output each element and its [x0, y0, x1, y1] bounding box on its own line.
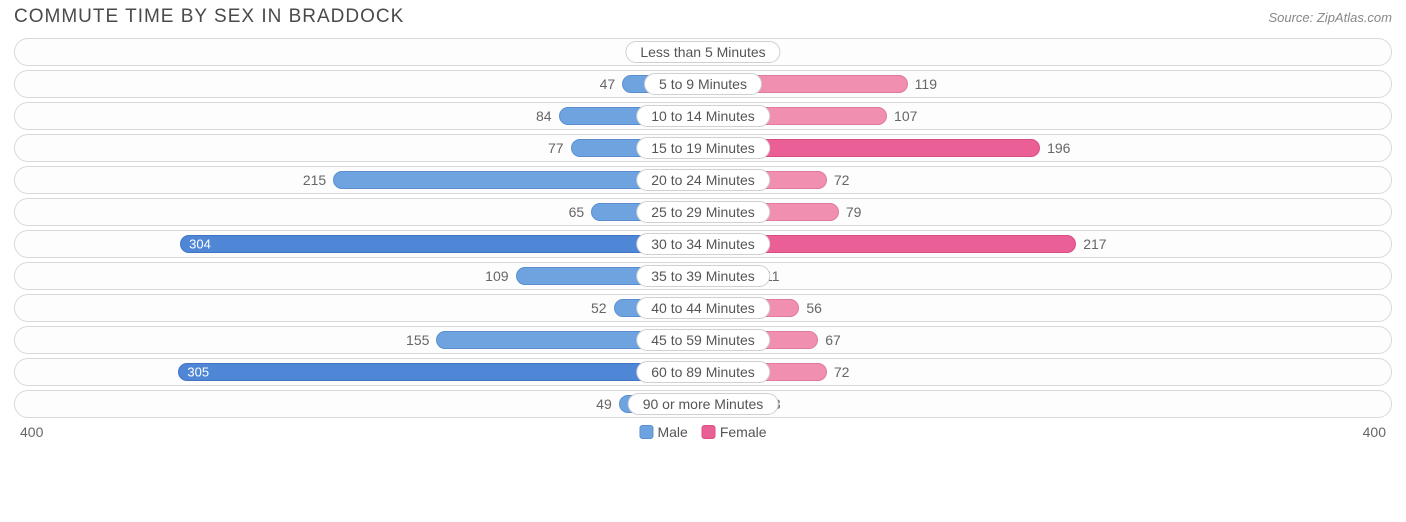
chart-row: 109 1135 to 39 Minutes [14, 262, 1392, 290]
axis-row: 400 Male Female 400 [14, 422, 1392, 440]
male-value: 47 [600, 76, 624, 92]
male-value: 65 [569, 204, 593, 220]
female-value: 72 [826, 364, 850, 380]
female-swatch [702, 425, 716, 439]
male-bar: 304 [180, 235, 703, 253]
legend-item-female: Female [702, 424, 767, 440]
male-half: 304 [15, 231, 703, 257]
male-bar: 305 [178, 363, 703, 381]
female-half: 11 [703, 263, 1391, 289]
female-value: 72 [826, 172, 850, 188]
male-half: 52 [15, 295, 703, 321]
chart-row: 77 196 15 to 19 Minutes [14, 134, 1392, 162]
chart-row: 84 107 10 to 14 Minutes [14, 102, 1392, 130]
legend-label-female: Female [720, 424, 767, 440]
category-label: 40 to 44 Minutes [636, 297, 770, 319]
header: COMMUTE TIME BY SEX IN BRADDOCK Source: … [14, 6, 1392, 28]
male-half: 47 [15, 71, 703, 97]
male-half: 77 [15, 135, 703, 161]
female-value: 196 [1039, 140, 1070, 156]
chart-container: COMMUTE TIME BY SEX IN BRADDOCK Source: … [0, 0, 1406, 450]
source-attribution: Source: ZipAtlas.com [1268, 10, 1392, 25]
female-half: 0 [703, 39, 1391, 65]
female-value: 79 [838, 204, 862, 220]
chart-row: 215 72 20 to 24 Minutes [14, 166, 1392, 194]
male-value: 77 [548, 140, 572, 156]
male-half: 215 [15, 167, 703, 193]
male-half: 305 [15, 359, 703, 385]
male-value: 52 [591, 300, 615, 316]
female-half: 13 [703, 391, 1391, 417]
female-half: 72 [703, 167, 1391, 193]
female-value: 217 [1075, 236, 1106, 252]
male-value: 305 [187, 365, 209, 380]
chart-row: 155 67 45 to 59 Minutes [14, 326, 1392, 354]
female-half: 217 [703, 231, 1391, 257]
category-label: 90 or more Minutes [628, 393, 779, 415]
chart-row: 304 217 30 to 34 Minutes [14, 230, 1392, 258]
male-half: 155 [15, 327, 703, 353]
source-prefix: Source: [1268, 10, 1316, 25]
male-value: 215 [303, 172, 334, 188]
male-half: 109 [15, 263, 703, 289]
chart-row: 00Less than 5 Minutes [14, 38, 1392, 66]
male-swatch [639, 425, 653, 439]
female-half: 79 [703, 199, 1391, 225]
female-half: 119 [703, 71, 1391, 97]
female-value: 56 [798, 300, 822, 316]
male-value: 49 [596, 396, 620, 412]
category-label: 35 to 39 Minutes [636, 265, 770, 287]
category-label: 30 to 34 Minutes [636, 233, 770, 255]
female-value: 119 [907, 76, 937, 92]
male-value: 155 [406, 332, 437, 348]
female-half: 67 [703, 327, 1391, 353]
female-value: 67 [817, 332, 841, 348]
category-label: 10 to 14 Minutes [636, 105, 770, 127]
category-label: 5 to 9 Minutes [644, 73, 762, 95]
category-label: 45 to 59 Minutes [636, 329, 770, 351]
legend: Male Female [639, 424, 766, 440]
chart-title: COMMUTE TIME BY SEX IN BRADDOCK [14, 6, 404, 28]
male-half: 0 [15, 39, 703, 65]
male-value: 84 [536, 108, 560, 124]
chart-row: 52 56 40 to 44 Minutes [14, 294, 1392, 322]
legend-item-male: Male [639, 424, 687, 440]
female-half: 72 [703, 359, 1391, 385]
male-half: 49 [15, 391, 703, 417]
female-half: 107 [703, 103, 1391, 129]
diverging-bar-chart: 00Less than 5 Minutes471195 to 9 Minutes… [14, 38, 1392, 418]
legend-label-male: Male [657, 424, 687, 440]
male-value: 304 [189, 237, 211, 252]
category-label: 15 to 19 Minutes [636, 137, 770, 159]
source-name: ZipAtlas.com [1317, 10, 1392, 25]
chart-row: 65 79 25 to 29 Minutes [14, 198, 1392, 226]
category-label: Less than 5 Minutes [625, 41, 780, 63]
male-half: 65 [15, 199, 703, 225]
male-value: 109 [485, 268, 516, 284]
chart-row: 49 1390 or more Minutes [14, 390, 1392, 418]
axis-left-max: 400 [20, 424, 43, 440]
female-value: 107 [886, 108, 917, 124]
male-half: 84 [15, 103, 703, 129]
category-label: 25 to 29 Minutes [636, 201, 770, 223]
female-half: 196 [703, 135, 1391, 161]
category-label: 60 to 89 Minutes [636, 361, 770, 383]
chart-row: 305 72 60 to 89 Minutes [14, 358, 1392, 386]
category-label: 20 to 24 Minutes [636, 169, 770, 191]
axis-right-max: 400 [1363, 424, 1386, 440]
female-half: 56 [703, 295, 1391, 321]
chart-row: 47 119 5 to 9 Minutes [14, 70, 1392, 98]
